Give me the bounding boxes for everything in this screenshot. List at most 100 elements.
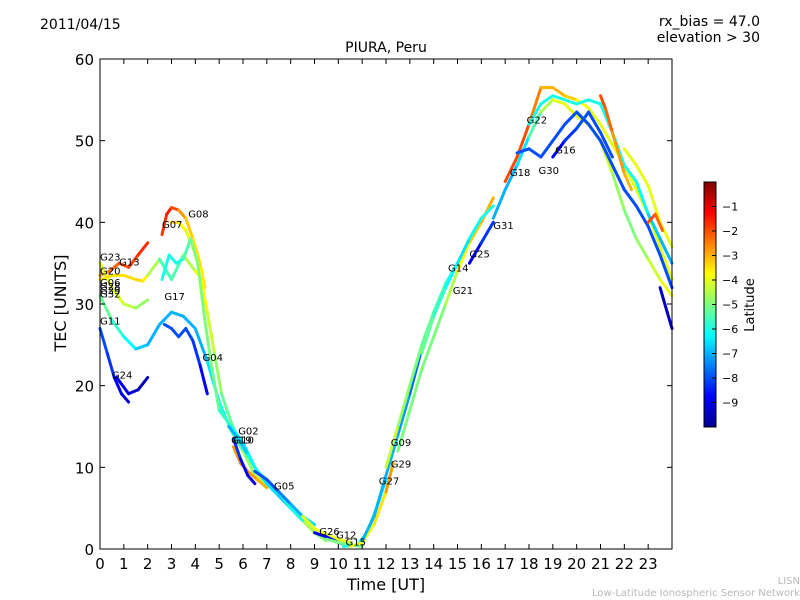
trace-segment [110, 286, 126, 306]
series-G16 [551, 110, 614, 159]
satellite-label: G20 [100, 267, 120, 278]
series-G01 [646, 212, 664, 232]
trace-segment [634, 163, 650, 188]
trace-segment [134, 298, 150, 310]
trace-segment [396, 408, 412, 453]
trace-segment [646, 257, 662, 281]
satellite-label: G07 [162, 220, 182, 231]
trace-segment [467, 241, 483, 265]
trace-segment [324, 532, 340, 541]
trace-segment [289, 506, 305, 522]
elevation-label: elevation > 30 [656, 30, 760, 46]
trace-segment [539, 98, 555, 114]
trace-segment [587, 122, 602, 143]
trace-segment [467, 220, 483, 245]
x-tick-label: 1 [119, 555, 129, 573]
series-G06 [527, 94, 674, 265]
trace-segment [227, 425, 240, 441]
trace-segment [122, 335, 138, 351]
trace-segment [599, 131, 614, 159]
series-G30 [515, 110, 674, 290]
trace-segment [170, 327, 181, 339]
trace-segment [191, 237, 202, 265]
x-tick-label: 4 [191, 555, 201, 573]
trace-segment [232, 437, 243, 461]
trace-segment [277, 490, 293, 506]
series-G05 [253, 469, 316, 526]
trace-segment [551, 139, 567, 159]
x-tick-label: 12 [376, 555, 395, 573]
trace-segment [646, 184, 662, 224]
trace-segment [634, 204, 650, 228]
trace-segment [467, 216, 483, 241]
trace-segment [384, 433, 400, 477]
trace-segment [193, 327, 209, 363]
trace-segment [301, 514, 316, 531]
trace-segment [198, 261, 207, 290]
trace-segment [384, 425, 400, 469]
trace-segment [203, 318, 214, 371]
trace-segment [479, 204, 495, 220]
y-tick-label: 50 [75, 133, 94, 151]
trace-segment [105, 351, 116, 379]
colorbar-title: Latitude [743, 278, 758, 332]
x-tick-label: 20 [567, 555, 586, 573]
trace-segment [515, 147, 531, 155]
trace-segment [456, 241, 471, 273]
trace-segment [491, 188, 507, 220]
trace-segment [539, 94, 555, 106]
trace-segment [167, 253, 178, 265]
trace-segment [587, 106, 602, 126]
y-tick-label: 40 [75, 214, 94, 232]
trace-segment [384, 461, 395, 494]
x-tick-label: 17 [496, 555, 515, 573]
satellite-label: G26 [319, 527, 339, 538]
trace-segment [665, 310, 674, 330]
colorbar-tick-label: −2 [722, 225, 738, 238]
rx-bias-label: rx_bias = 47.0 [658, 14, 760, 30]
trace-segment [189, 237, 200, 265]
satellite-label: G28 [100, 282, 120, 293]
series-G11 [98, 327, 131, 404]
trace-segment [646, 224, 662, 257]
trace-segment [127, 253, 140, 269]
trace-segment [658, 253, 674, 290]
trace-segment [420, 314, 436, 355]
series-G17 [160, 237, 305, 522]
trace-segment [229, 425, 245, 445]
trace-segment [563, 126, 579, 143]
x-tick-label: 15 [448, 555, 467, 573]
trace-segment [396, 392, 412, 437]
trace-segment [551, 86, 567, 98]
chart-title: PIURA, Peru [345, 40, 427, 56]
trace-segment [220, 392, 233, 424]
credit-long: Low-Latitude Ionospheric Sensor Network [592, 588, 800, 599]
y-tick-label: 10 [75, 459, 94, 477]
trace-segment [539, 139, 555, 159]
satellite-label: G24 [112, 370, 132, 381]
trace-segment [622, 163, 638, 183]
trace-segment [301, 518, 316, 535]
trace-segment [196, 261, 207, 322]
trace-segment [255, 478, 269, 490]
y-tick-label: 60 [75, 51, 94, 69]
axes: 0 1 2 3 4 5 6 7 8 9 10 11 12 13 14 15 16 17 18 19 20 21 22 2301… [75, 51, 672, 573]
x-tick-label: 10 [329, 555, 348, 573]
trace-segment [265, 478, 281, 494]
series-G26 [301, 514, 352, 544]
trace-segment [610, 171, 626, 212]
trace-segment [610, 131, 626, 175]
trace-segment [98, 273, 114, 281]
trace-segment [246, 453, 259, 473]
satellite-label: G12 [336, 530, 356, 541]
x-tick-label: 9 [310, 555, 320, 573]
series-G23 [98, 261, 150, 310]
trace-segment [503, 163, 519, 192]
trace-segment [134, 343, 150, 351]
trace-segment [205, 310, 216, 355]
satellite-label: G08 [188, 209, 208, 220]
trace-segment [432, 302, 448, 339]
satellite-label: G16 [555, 146, 575, 157]
satellite-label: G29 [391, 459, 411, 470]
trace-segment [444, 269, 459, 306]
